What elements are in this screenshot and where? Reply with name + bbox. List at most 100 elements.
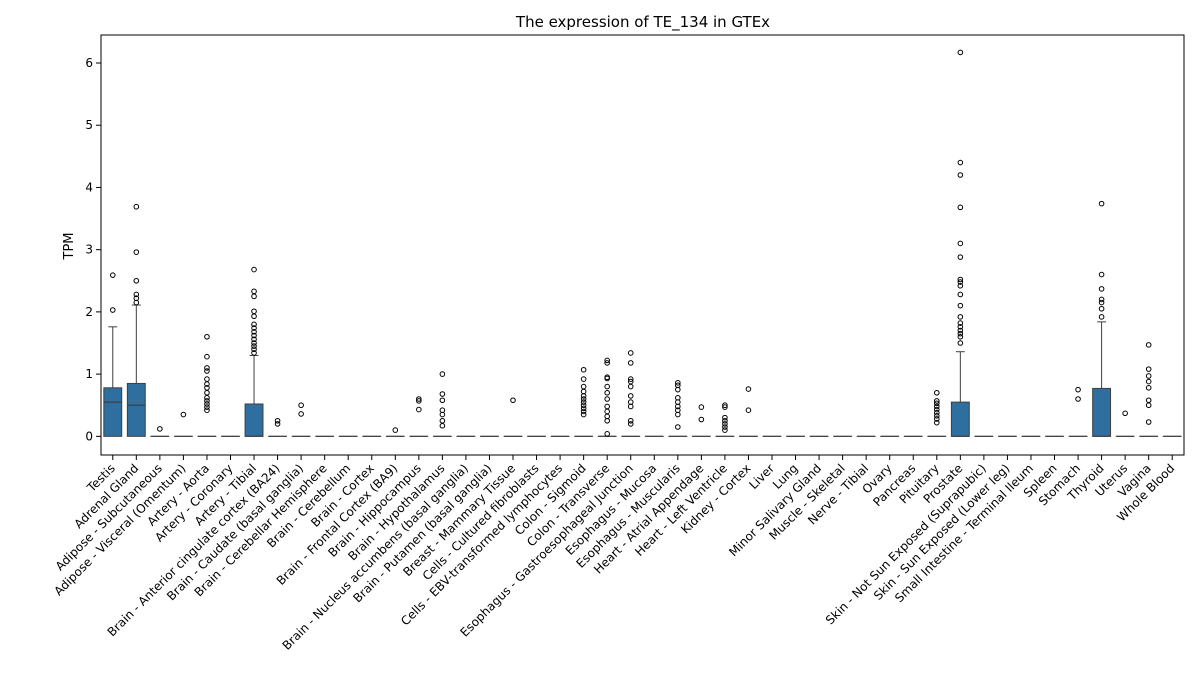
outlier-point xyxy=(1075,386,1081,393)
outlier-point xyxy=(1145,385,1152,391)
outlier-point xyxy=(439,371,446,377)
y-tick-label: 6 xyxy=(85,56,93,70)
outlier-point xyxy=(133,291,140,298)
outlier-point xyxy=(204,398,210,404)
outlier-point xyxy=(957,291,964,298)
box-group xyxy=(126,203,146,437)
outlier-point xyxy=(675,382,681,389)
outlier-point xyxy=(580,383,587,390)
outlier-point xyxy=(722,417,728,424)
outlier-point xyxy=(1075,396,1081,402)
box-group xyxy=(291,402,311,437)
chart-title: The expression of TE_134 in GTEx xyxy=(515,13,770,32)
outlier-point xyxy=(957,159,964,166)
box-group xyxy=(621,350,641,437)
box-group xyxy=(173,411,193,437)
outlier-point xyxy=(1145,402,1152,409)
box-group xyxy=(1068,386,1088,437)
box-group xyxy=(574,366,594,437)
outlier-point xyxy=(722,414,728,421)
outlier-point xyxy=(627,421,634,427)
outlier-point xyxy=(251,350,257,356)
outlier-point xyxy=(957,172,964,178)
outlier-point xyxy=(580,402,587,409)
outlier-point xyxy=(627,393,634,399)
outlier-point xyxy=(627,350,634,356)
outlier-point xyxy=(933,419,940,426)
outlier-point xyxy=(251,332,257,339)
outlier-point xyxy=(957,324,964,330)
outlier-point xyxy=(439,391,446,397)
outlier-point xyxy=(1098,271,1105,278)
outlier-point xyxy=(933,406,940,413)
outlier-point xyxy=(1098,296,1105,303)
box-group xyxy=(385,427,405,437)
outlier-point xyxy=(957,276,964,283)
outlier-point xyxy=(1122,410,1128,417)
outlier-point xyxy=(204,407,210,414)
outlier-point xyxy=(933,389,940,396)
box-group xyxy=(738,386,758,437)
outlier-point xyxy=(722,427,728,433)
outlier-point xyxy=(416,396,422,402)
outlier-point xyxy=(1098,200,1105,207)
outlier-point xyxy=(251,266,257,273)
outlier-point xyxy=(933,400,940,407)
outlier-point xyxy=(957,282,964,289)
outlier-point xyxy=(109,307,116,313)
box-group xyxy=(103,272,123,437)
outlier-point xyxy=(204,394,210,401)
outlier-point xyxy=(957,330,964,337)
outlier-point xyxy=(133,295,140,302)
outlier-point xyxy=(416,398,422,404)
outlier-point xyxy=(933,416,940,422)
outlier-point xyxy=(439,397,446,404)
box-group xyxy=(1092,200,1112,437)
outlier-point xyxy=(133,203,140,210)
plot-frame xyxy=(100,34,1185,456)
outlier-point xyxy=(204,385,210,391)
outlier-point xyxy=(722,424,728,430)
outlier-point xyxy=(957,254,964,260)
outlier-point xyxy=(510,397,516,404)
outlier-point xyxy=(604,396,610,402)
box-group xyxy=(597,357,617,437)
outlier-point xyxy=(957,327,964,334)
outlier-point xyxy=(251,346,257,353)
outlier-point xyxy=(675,394,681,401)
outlier-point xyxy=(274,417,281,424)
outlier-point xyxy=(439,422,446,429)
outlier-point xyxy=(580,396,587,402)
outlier-point xyxy=(1145,342,1152,348)
outlier-point xyxy=(1098,299,1105,306)
outlier-point xyxy=(745,386,752,392)
outlier-point xyxy=(580,405,587,412)
box-group xyxy=(668,380,688,437)
box-group xyxy=(691,404,711,437)
box-group xyxy=(503,397,523,437)
box-group xyxy=(197,333,217,437)
outlier-point xyxy=(675,407,681,414)
box xyxy=(244,403,264,437)
box-group xyxy=(409,396,429,437)
outlier-point xyxy=(1145,378,1152,385)
outlier-point xyxy=(957,240,964,247)
outlier-point xyxy=(627,383,634,390)
outlier-point xyxy=(675,380,681,386)
outlier-point xyxy=(204,404,210,410)
outlier-point xyxy=(439,407,446,414)
outlier-point xyxy=(957,279,964,285)
outlier-point xyxy=(604,403,610,410)
outlier-point xyxy=(604,431,610,437)
y-tick-label: 2 xyxy=(85,305,93,319)
outlier-point xyxy=(1145,366,1152,372)
outlier-point xyxy=(251,288,257,295)
outlier-point xyxy=(204,333,210,340)
outlier-point xyxy=(627,399,634,405)
box xyxy=(126,382,146,437)
y-tick-label: 1 xyxy=(85,367,93,381)
outlier-point xyxy=(933,413,940,419)
outlier-point xyxy=(675,424,681,430)
